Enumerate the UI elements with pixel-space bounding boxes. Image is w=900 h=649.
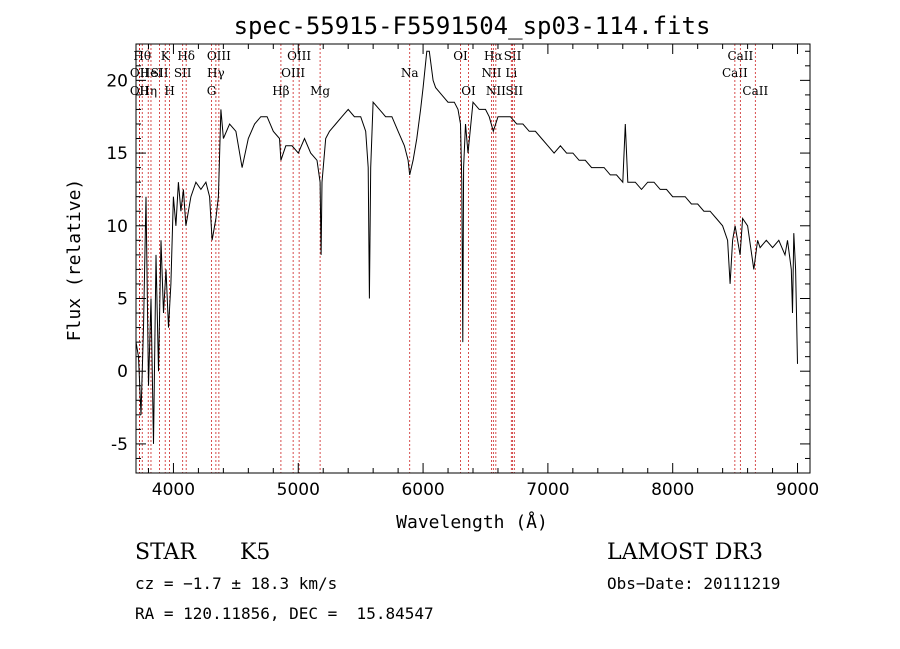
line-marker-label: OIII	[207, 49, 231, 63]
line-marker-label: Hβ	[272, 84, 289, 98]
line-marker-label: NII	[486, 84, 506, 98]
line-marker-label: NII	[481, 66, 501, 80]
line-marker-label: HeI	[140, 66, 163, 80]
chart-title: spec-55915-F5591504_sp03-114.fits	[234, 12, 711, 40]
line-marker-label: SII	[151, 66, 169, 80]
redshift-velocity: cz = −1.7 ± 18.3 km/s	[135, 574, 338, 593]
x-axis-label: Wavelength (Å)	[396, 511, 548, 533]
line-marker-label: Mg	[310, 84, 330, 98]
line-marker-label: CaII	[742, 84, 768, 98]
object-subclass: K5	[240, 540, 271, 565]
line-marker-label: OIII	[287, 49, 311, 63]
x-tick-label: 8000	[651, 480, 694, 500]
line-marker-label: SII	[174, 66, 192, 80]
y-tick-label: -5	[111, 435, 128, 455]
y-tick-label: 0	[117, 362, 128, 382]
y-tick-label: 5	[117, 289, 128, 309]
line-marker-label: OII	[130, 84, 150, 98]
line-marker-label: K	[161, 49, 171, 63]
flux-series	[135, 50, 798, 444]
line-marker-label: H	[164, 84, 174, 98]
survey-name: LAMOST DR3	[607, 540, 763, 565]
line-marker-label: Hδ	[177, 49, 195, 63]
y-tick-label: 15	[106, 144, 128, 164]
x-tick-label: 7000	[526, 480, 569, 500]
flux-line	[135, 50, 798, 444]
y-tick-label: 10	[106, 217, 128, 237]
line-marker-label: OI	[453, 49, 468, 63]
line-marker-label: CaII	[727, 49, 753, 63]
line-marker-label: Hη	[139, 84, 157, 98]
line-marker-label: Na	[401, 66, 419, 80]
line-marker-label: OIII	[281, 66, 305, 80]
x-tick-label: 9000	[776, 480, 819, 500]
coordinates: RA = 120.11856, DEC = 15.84547	[135, 604, 434, 623]
line-marker-label: SII	[504, 49, 522, 63]
y-axis-label: Flux (relative)	[64, 179, 85, 342]
line-marker-label: OI	[461, 84, 476, 98]
line-marker-label: Li	[505, 66, 517, 80]
line-marker-label: Hθ	[133, 49, 151, 63]
line-marker-label: CaII	[722, 66, 748, 80]
line-marker-label: SII	[505, 84, 523, 98]
axis-ticks: 4000 5000 6000 7000 8000 9000 -5 0 5 10 15 20	[106, 44, 819, 500]
x-tick-label: 5000	[277, 480, 320, 500]
observation-date: Obs−Date: 20111219	[607, 574, 781, 593]
plot-frame	[135, 43, 811, 474]
object-class: STAR	[135, 540, 196, 565]
x-tick-label: 4000	[152, 480, 195, 500]
line-marker-label: Hγ	[207, 66, 225, 80]
line-marker-label: G	[207, 84, 217, 98]
y-tick-label: 20	[106, 71, 128, 91]
line-marker-label: Hα	[484, 49, 503, 63]
x-tick-label: 6000	[401, 480, 444, 500]
